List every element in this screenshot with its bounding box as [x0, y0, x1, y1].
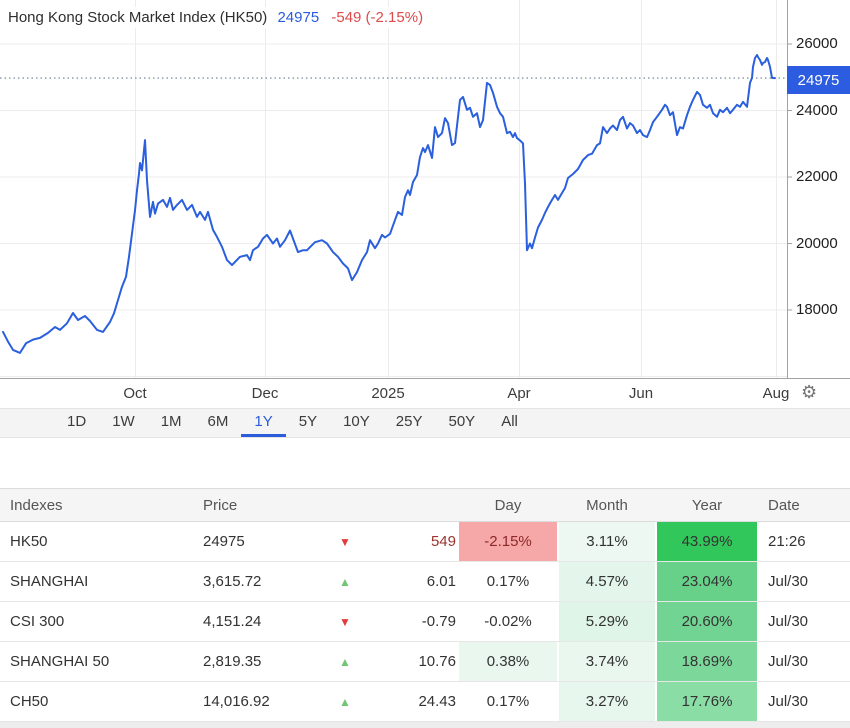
index-name: SHANGHAI [10, 573, 89, 590]
price-chart: Hong Kong Stock Market Index (HK50) 2497… [0, 0, 850, 379]
range-button-25y[interactable]: 25Y [395, 413, 423, 430]
change-value: 24.43 [418, 693, 456, 710]
time-range-bar: 1D 1W 1M 6M 1Y 5Y 10Y 25Y 50Y All [0, 408, 850, 438]
range-button-5y[interactable]: 5Y [298, 413, 318, 430]
direction-down-icon: ▼ [339, 614, 351, 629]
date-cell: Jul/30 [768, 573, 809, 590]
index-price: 2,819.35 [203, 653, 262, 670]
range-button-1m[interactable]: 1M [160, 413, 182, 430]
change-value: -0.79 [421, 613, 456, 630]
table-row-hk50[interactable]: HK50 24975 ▼ 549 -2.15% 3.11% 43.99% 21:26 [0, 522, 850, 562]
x-axis-tick-label: 2025 [371, 385, 405, 402]
range-button-1y[interactable]: 1Y [241, 409, 286, 437]
x-axis-tick-label: Oct [123, 385, 147, 402]
table-header-row: Indexes Price Day Month Year Date [0, 488, 850, 522]
column-header-year: Year [691, 496, 723, 514]
column-header-day: Day [494, 496, 522, 514]
y-axis-tick-label: 24000 [796, 101, 838, 119]
day-change-cell: 0.38% [458, 642, 558, 681]
direction-up-icon: ▲ [339, 654, 351, 669]
instrument-change: -549 (-2.15%) [331, 9, 424, 26]
index-name: HK50 [10, 533, 48, 550]
chart-header: Hong Kong Stock Market Index (HK50) 2497… [8, 7, 434, 28]
day-change-cell: 0.17% [458, 562, 558, 601]
x-axis-tick-label: Aug [762, 385, 790, 402]
change-value: 549 [430, 533, 456, 550]
range-button-all[interactable]: All [501, 413, 518, 430]
month-change-cell: 3.27% [558, 682, 656, 721]
index-name: CSI 300 [10, 613, 65, 630]
index-price: 14,016.92 [203, 693, 270, 710]
month-change-cell: 3.74% [558, 642, 656, 681]
direction-down-icon: ▼ [339, 534, 351, 549]
range-button-50y[interactable]: 50Y [448, 413, 476, 430]
year-change-cell: 23.04% [656, 562, 758, 601]
table-row-shanghai[interactable]: SHANGHAI 3,615.72 ▲ 6.01 0.17% 4.57% 23.04% Jul… [0, 562, 850, 602]
x-axis-tick-label: Dec [251, 385, 279, 402]
date-cell: 21:26 [768, 533, 806, 550]
y-axis-tick-label: 20000 [796, 234, 838, 252]
range-button-6m[interactable]: 6M [207, 413, 229, 430]
current-price-badge: 24975 [787, 66, 850, 94]
index-name: SHANGHAI 50 [10, 653, 110, 670]
year-change-cell: 18.69% [656, 642, 758, 681]
date-cell: Jul/30 [768, 693, 809, 710]
bottom-divider [0, 722, 850, 728]
y-axis-tick-label: 22000 [796, 168, 838, 185]
indexes-table: Indexes Price Day Month Year Date HK50 24975 ▼ 54… [0, 488, 850, 722]
table-row-csi-300[interactable]: CSI 300 4,151.24 ▼ -0.79 -0.02% 5.29% 20.60% Ju… [0, 602, 850, 642]
direction-up-icon: ▲ [339, 694, 351, 709]
x-axis: Oct Dec 2025 Apr Jun Aug ⚙ [0, 379, 850, 408]
year-change-cell: 17.76% [656, 682, 758, 721]
index-price: 4,151.24 [203, 613, 262, 630]
column-header-month: Month [586, 496, 628, 514]
month-change-cell: 4.57% [558, 562, 656, 601]
table-row-shanghai-50[interactable]: SHANGHAI 50 2,819.35 ▲ 10.76 0.38% 3.74% 18.69… [0, 642, 850, 682]
x-axis-tick-label: Apr [507, 385, 531, 402]
x-axis-tick-label: Jun [628, 385, 654, 402]
index-price: 24975 [203, 533, 245, 550]
change-value: 10.76 [418, 653, 456, 670]
date-cell: Jul/30 [768, 653, 809, 670]
index-price: 3,615.72 [203, 573, 262, 590]
change-value: 6.01 [426, 573, 456, 590]
column-header [360, 489, 458, 521]
instrument-title: Hong Kong Stock Market Index (HK50) [8, 9, 268, 26]
y-axis-tick-label: 26000 [796, 35, 838, 52]
range-button-1w[interactable]: 1W [112, 413, 135, 430]
day-change-cell: -0.02% [458, 602, 558, 641]
direction-up-icon: ▲ [339, 574, 351, 589]
date-cell: Jul/30 [768, 613, 809, 630]
month-change-cell: 5.29% [558, 602, 656, 641]
column-header-price: Price [203, 496, 238, 514]
range-button-1d[interactable]: 1D [67, 413, 87, 430]
chart-settings-gear-icon[interactable]: ⚙ [801, 382, 818, 403]
price-chart-canvas[interactable] [0, 0, 850, 379]
day-change-cell: 0.17% [458, 682, 558, 721]
range-button-10y[interactable]: 10Y [343, 413, 370, 430]
index-name: CH50 [10, 693, 49, 710]
instrument-last-price: 24975 [277, 9, 320, 26]
column-header-date: Date [768, 496, 800, 514]
column-header-indexes: Indexes [10, 496, 63, 514]
y-axis-tick-label: 18000 [796, 301, 838, 318]
column-header [330, 489, 360, 521]
day-change-cell: -2.15% [458, 522, 558, 561]
year-change-cell: 43.99% [656, 522, 758, 561]
year-change-cell: 20.60% [656, 602, 758, 641]
table-row-ch50[interactable]: CH50 14,016.92 ▲ 24.43 0.17% 3.27% 17.76% Jul/3… [0, 682, 850, 722]
month-change-cell: 3.11% [558, 522, 656, 561]
